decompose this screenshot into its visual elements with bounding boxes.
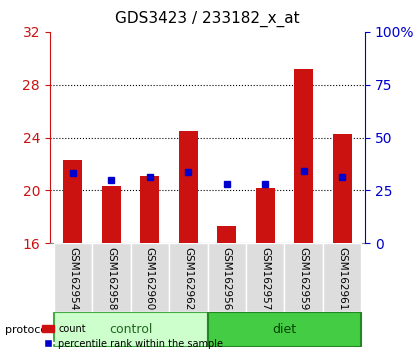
FancyBboxPatch shape (54, 243, 92, 312)
Text: diet: diet (272, 323, 296, 336)
FancyBboxPatch shape (323, 243, 361, 312)
Text: GSM162959: GSM162959 (299, 247, 309, 310)
FancyBboxPatch shape (246, 243, 284, 312)
FancyBboxPatch shape (208, 243, 246, 312)
Bar (294, 69, 313, 243)
Text: protocol: protocol (5, 325, 54, 335)
Bar (63, 160, 83, 243)
Text: GSM162962: GSM162962 (183, 247, 193, 310)
FancyBboxPatch shape (54, 312, 208, 347)
Text: GSM162956: GSM162956 (222, 247, 232, 310)
FancyBboxPatch shape (208, 312, 361, 347)
Bar (140, 176, 159, 243)
Bar (217, 226, 237, 243)
FancyBboxPatch shape (92, 243, 131, 312)
Text: GSM162960: GSM162960 (145, 247, 155, 310)
Bar (332, 133, 352, 243)
Bar (256, 188, 275, 243)
Text: GDS3423 / 233182_x_at: GDS3423 / 233182_x_at (115, 11, 300, 27)
Text: GSM162954: GSM162954 (68, 247, 78, 310)
Bar (178, 131, 198, 243)
Text: GSM162957: GSM162957 (260, 247, 270, 310)
FancyBboxPatch shape (169, 243, 208, 312)
Legend: count, percentile rank within the sample: count, percentile rank within the sample (38, 320, 227, 353)
FancyBboxPatch shape (284, 243, 323, 312)
Text: GSM162958: GSM162958 (106, 247, 116, 310)
Text: control: control (109, 323, 152, 336)
Text: GSM162961: GSM162961 (337, 247, 347, 310)
Bar (102, 187, 121, 243)
FancyBboxPatch shape (131, 243, 169, 312)
